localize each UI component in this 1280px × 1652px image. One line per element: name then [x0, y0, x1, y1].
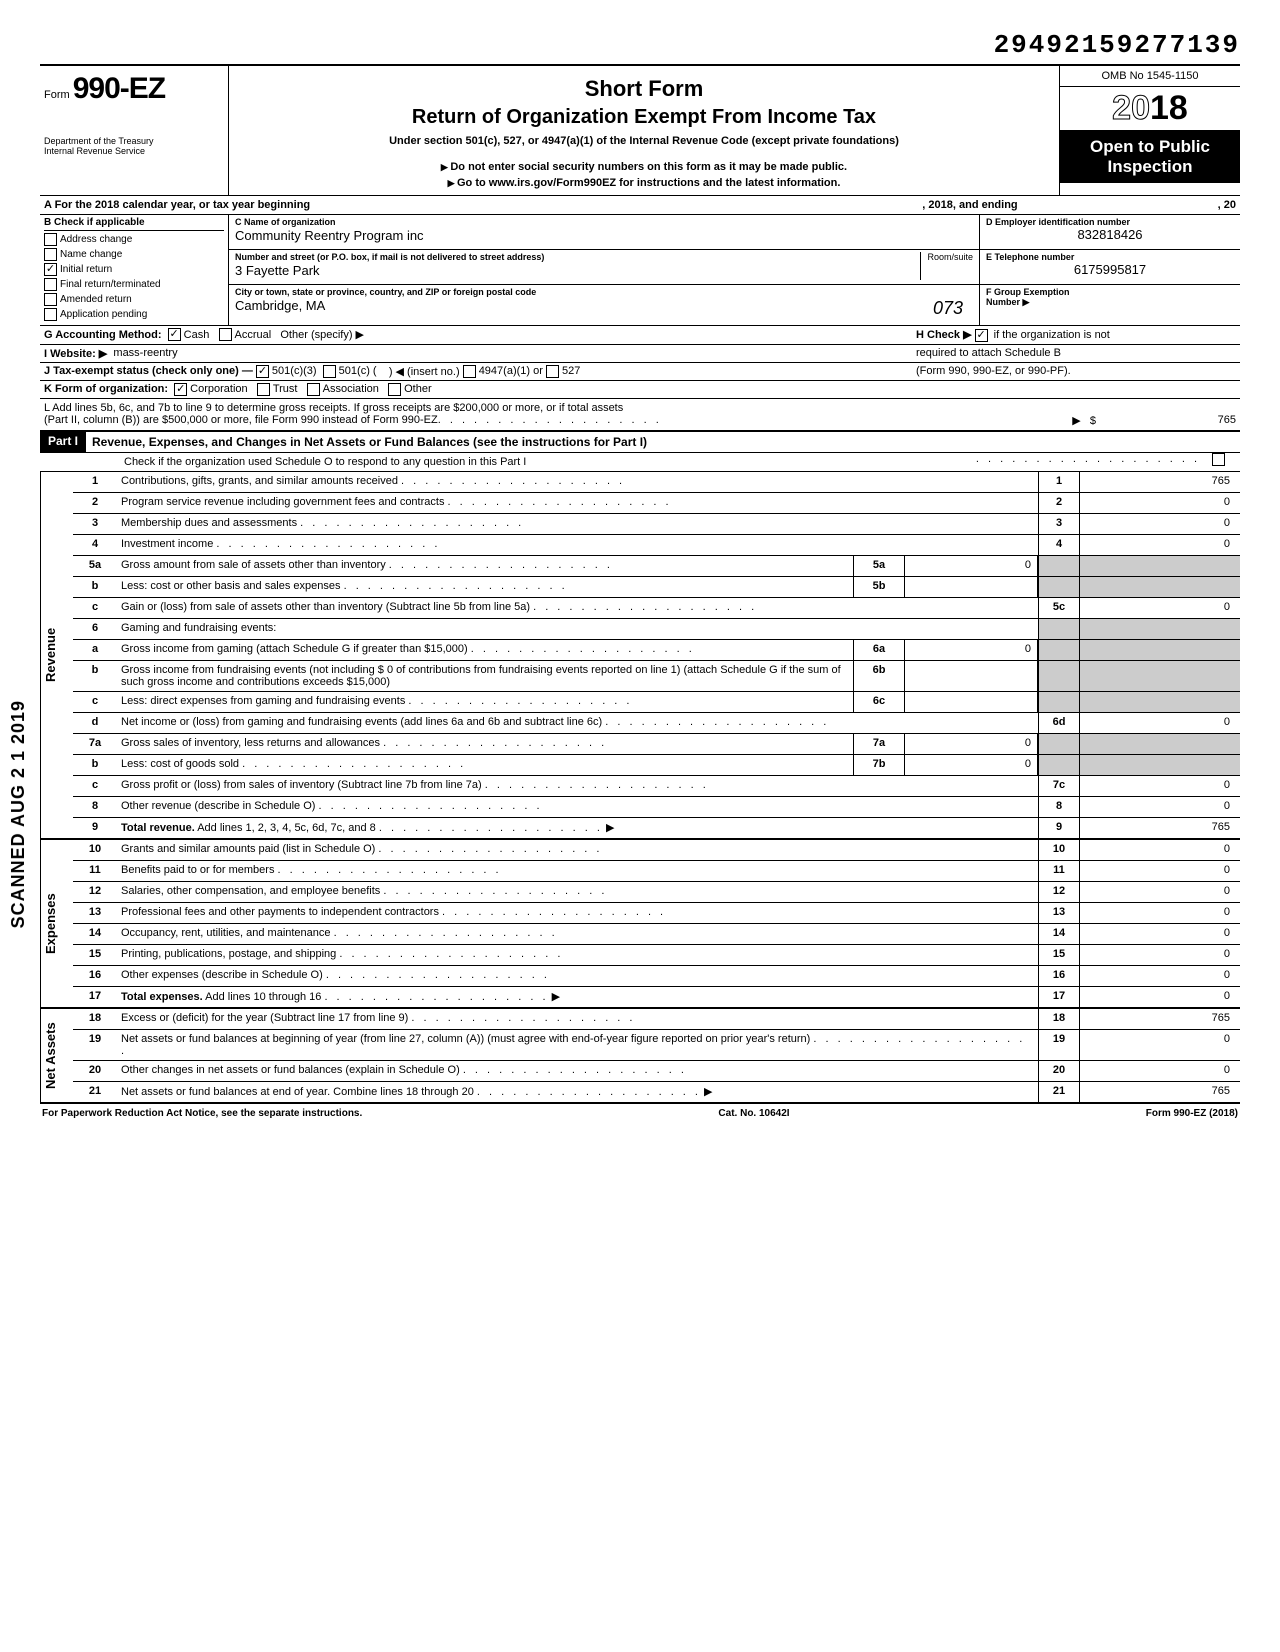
chk-final[interactable] — [44, 278, 57, 291]
line-4: 4Investment income 40 — [73, 535, 1240, 556]
line-14: 14Occupancy, rent, utilities, and mainte… — [73, 924, 1240, 945]
line-c: cLess: direct expenses from gaming and f… — [73, 692, 1240, 713]
chk-501c3[interactable]: ✓ — [256, 365, 269, 378]
row-a: A For the 2018 calendar year, or tax yea… — [40, 196, 1240, 215]
city-label: City or town, state or province, country… — [235, 287, 973, 297]
room-suite-label: Room/suite — [920, 252, 973, 280]
line-1: 1Contributions, gifts, grants, and simil… — [73, 472, 1240, 493]
line-b: bLess: cost of goods sold 7b0 — [73, 755, 1240, 776]
line-21: 21Net assets or fund balances at end of … — [73, 1082, 1240, 1102]
phone-value: 6175995817 — [986, 262, 1234, 277]
part1-header: Part I Revenue, Expenses, and Changes in… — [40, 432, 1240, 453]
part1-check: Check if the organization used Schedule … — [40, 453, 1240, 472]
under-section: Under section 501(c), 527, or 4947(a)(1)… — [239, 135, 1049, 147]
line-12: 12Salaries, other compensation, and empl… — [73, 882, 1240, 903]
chk-address[interactable] — [44, 233, 57, 246]
dept-treasury: Department of the Treasury — [44, 136, 224, 146]
gross-receipts: 765 — [1096, 414, 1236, 427]
line-6: 6Gaming and fundraising events: — [73, 619, 1240, 640]
line-b: bLess: cost or other basis and sales exp… — [73, 577, 1240, 598]
row-j: J Tax-exempt status (check only one) — ✓… — [40, 363, 1240, 381]
form-header: Form 990-EZ Department of the Treasury I… — [40, 64, 1240, 196]
c-label: C Name of organization — [235, 217, 973, 227]
e-label: E Telephone number — [986, 252, 1234, 262]
col-b-checkboxes: B Check if applicable Address change Nam… — [40, 215, 229, 325]
open-to-public: Open to PublicInspection — [1060, 131, 1240, 183]
footer: For Paperwork Reduction Act Notice, see … — [40, 1104, 1240, 1123]
line-c: cGross profit or (loss) from sales of in… — [73, 776, 1240, 797]
chk-h[interactable]: ✓ — [975, 329, 988, 342]
line-b: bGross income from fundraising events (n… — [73, 661, 1240, 692]
scanned-stamp: SCANNED AUG 2 1 2019 — [8, 700, 29, 928]
expenses-section: Expenses 10Grants and similar amounts pa… — [40, 840, 1240, 1009]
chk-pending[interactable] — [44, 308, 57, 321]
chk-corp[interactable]: ✓ — [174, 383, 187, 396]
line-13: 13Professional fees and other payments t… — [73, 903, 1240, 924]
line-16: 16Other expenses (describe in Schedule O… — [73, 966, 1240, 987]
chk-cash[interactable]: ✓ — [168, 328, 181, 341]
line-9: 9Total revenue. Add lines 1, 2, 3, 4, 5c… — [73, 818, 1240, 838]
line-8: 8Other revenue (describe in Schedule O) … — [73, 797, 1240, 818]
line-10: 10Grants and similar amounts paid (list … — [73, 840, 1240, 861]
city-value: Cambridge, MA — [235, 298, 325, 313]
line-d: dNet income or (loss) from gaming and fu… — [73, 713, 1240, 734]
website-value: mass-reentry — [113, 347, 177, 359]
line-2: 2Program service revenue including gover… — [73, 493, 1240, 514]
org-name: Community Reentry Program inc — [235, 228, 973, 243]
row-l: L Add lines 5b, 6c, and 7b to line 9 to … — [40, 399, 1240, 432]
line-5a: 5aGross amount from sale of assets other… — [73, 556, 1240, 577]
row-g: G Accounting Method: ✓Cash Accrual Other… — [40, 326, 1240, 345]
no-ssn-note: Do not enter social security numbers on … — [239, 161, 1049, 173]
netassets-label: Net Assets — [40, 1009, 73, 1102]
chk-other[interactable] — [388, 383, 401, 396]
city-handwritten: 073 — [933, 298, 963, 319]
form-number: 990-EZ — [73, 72, 165, 105]
f-label: F Group ExemptionNumber ▶ — [986, 287, 1234, 308]
chk-assoc[interactable] — [307, 383, 320, 396]
street-value: 3 Fayette Park — [235, 263, 973, 278]
chk-amended[interactable] — [44, 293, 57, 306]
row-k: K Form of organization: ✓Corporation Tru… — [40, 381, 1240, 399]
info-block: B Check if applicable Address change Nam… — [40, 215, 1240, 326]
revenue-section: Revenue 1Contributions, gifts, grants, a… — [40, 472, 1240, 840]
line-11: 11Benefits paid to or for members 110 — [73, 861, 1240, 882]
street-label: Number and street (or P.O. box, if mail … — [235, 252, 973, 262]
line-17: 17Total expenses. Add lines 10 through 1… — [73, 987, 1240, 1007]
chk-initial[interactable]: ✓ — [44, 263, 57, 276]
row-i: I Website: ▶ mass-reentry required to at… — [40, 345, 1240, 363]
tax-year: 2018 — [1060, 87, 1240, 131]
form-prefix: Form — [44, 89, 70, 101]
line-20: 20Other changes in net assets or fund ba… — [73, 1061, 1240, 1082]
revenue-label: Revenue — [40, 472, 73, 838]
omb-number: OMB No 1545-1150 — [1060, 66, 1240, 87]
netassets-section: Net Assets 18Excess or (deficit) for the… — [40, 1009, 1240, 1104]
chk-schedule-o[interactable] — [1212, 453, 1225, 466]
short-form-title: Short Form — [239, 76, 1049, 102]
document-number: 29492159277139 — [40, 30, 1240, 60]
line-18: 18Excess or (deficit) for the year (Subt… — [73, 1009, 1240, 1030]
line-19: 19Net assets or fund balances at beginni… — [73, 1030, 1240, 1061]
line-3: 3Membership dues and assessments 30 — [73, 514, 1240, 535]
line-7a: 7aGross sales of inventory, less returns… — [73, 734, 1240, 755]
chk-527[interactable] — [546, 365, 559, 378]
return-title: Return of Organization Exempt From Incom… — [239, 106, 1049, 129]
chk-501c[interactable] — [323, 365, 336, 378]
line-15: 15Printing, publications, postage, and s… — [73, 945, 1240, 966]
line-a: aGross income from gaming (attach Schedu… — [73, 640, 1240, 661]
chk-trust[interactable] — [257, 383, 270, 396]
ein-value: 832818426 — [986, 227, 1234, 242]
expenses-label: Expenses — [40, 840, 73, 1007]
dept-irs: Internal Revenue Service — [44, 146, 224, 156]
chk-4947[interactable] — [463, 365, 476, 378]
line-c: cGain or (loss) from sale of assets othe… — [73, 598, 1240, 619]
d-label: D Employer identification number — [986, 217, 1234, 227]
goto-note: Go to www.irs.gov/Form990EZ for instruct… — [239, 177, 1049, 189]
chk-accrual[interactable] — [219, 328, 232, 341]
chk-name[interactable] — [44, 248, 57, 261]
